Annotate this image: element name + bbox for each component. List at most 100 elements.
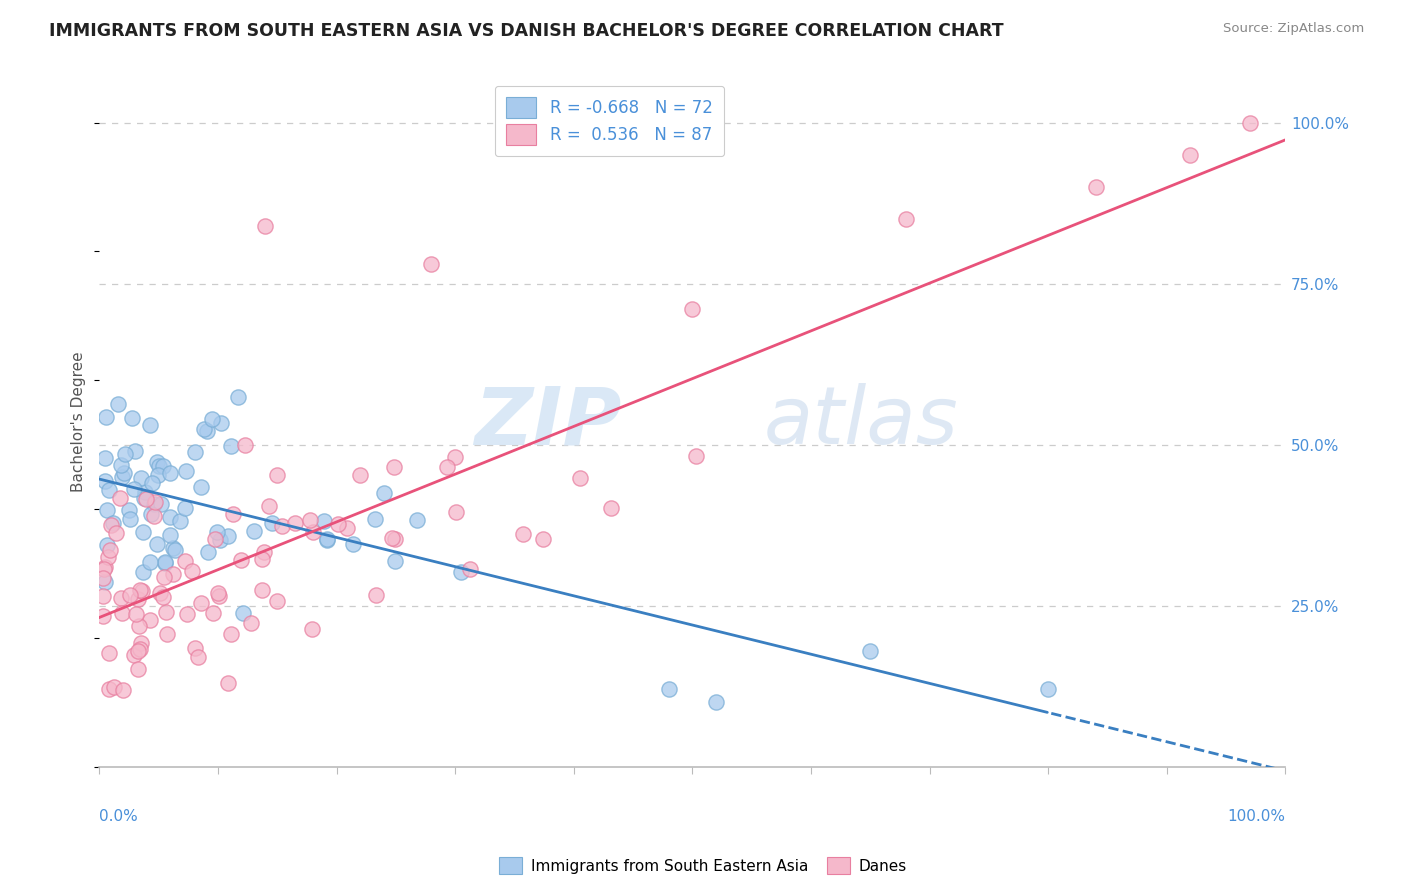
Point bbox=[314, 514, 336, 528]
Point bbox=[96, 538, 118, 552]
Point bbox=[111, 606, 134, 620]
Y-axis label: Bachelor's Degree: Bachelor's Degree bbox=[72, 351, 86, 492]
Point bbox=[120, 512, 142, 526]
Point bbox=[250, 582, 273, 597]
Point bbox=[94, 450, 117, 465]
Point bbox=[155, 556, 177, 570]
Point bbox=[221, 627, 243, 641]
Point bbox=[217, 528, 239, 542]
Point bbox=[98, 542, 121, 557]
Point bbox=[93, 559, 115, 574]
Point bbox=[97, 550, 120, 565]
Point bbox=[284, 516, 307, 530]
Point bbox=[110, 491, 132, 506]
Point bbox=[184, 640, 207, 655]
Point bbox=[91, 589, 114, 603]
Point bbox=[149, 586, 172, 600]
Point bbox=[127, 592, 149, 607]
Point bbox=[124, 444, 146, 458]
Point bbox=[217, 675, 239, 690]
Point bbox=[111, 469, 134, 483]
Point bbox=[384, 554, 406, 568]
Point bbox=[101, 516, 124, 530]
Point bbox=[326, 516, 349, 531]
Point bbox=[208, 533, 231, 547]
Point bbox=[155, 606, 177, 620]
Point bbox=[132, 565, 155, 579]
Point bbox=[420, 257, 443, 271]
Point bbox=[444, 450, 467, 464]
Point bbox=[384, 532, 406, 546]
Point bbox=[193, 422, 215, 436]
Point bbox=[181, 564, 204, 578]
Point bbox=[270, 519, 292, 533]
Point bbox=[159, 528, 181, 542]
Point bbox=[436, 460, 458, 475]
Point bbox=[124, 482, 146, 496]
Point bbox=[266, 593, 288, 607]
Point bbox=[100, 518, 122, 533]
Point bbox=[111, 683, 134, 698]
Point bbox=[131, 524, 153, 539]
Point bbox=[131, 584, 153, 599]
Point bbox=[382, 459, 405, 474]
Point bbox=[163, 543, 186, 558]
Point bbox=[152, 458, 174, 473]
Point bbox=[253, 545, 276, 559]
Point bbox=[174, 554, 197, 568]
Point bbox=[1036, 682, 1059, 697]
Point bbox=[363, 512, 385, 526]
Point bbox=[94, 575, 117, 590]
Point bbox=[201, 412, 224, 426]
Text: 0.0%: 0.0% bbox=[100, 809, 138, 823]
Point bbox=[128, 641, 150, 656]
Point bbox=[266, 468, 288, 483]
Point bbox=[118, 588, 141, 602]
Point bbox=[127, 662, 149, 676]
Point bbox=[162, 566, 184, 581]
Point bbox=[1084, 180, 1107, 194]
Point bbox=[366, 588, 388, 602]
Point bbox=[201, 606, 224, 620]
Point bbox=[139, 614, 162, 628]
Point bbox=[512, 526, 534, 541]
Point bbox=[129, 636, 152, 650]
Point bbox=[159, 510, 181, 524]
Point bbox=[1180, 147, 1202, 161]
Point bbox=[373, 486, 395, 500]
Point bbox=[141, 476, 163, 491]
Point bbox=[139, 555, 162, 569]
Point bbox=[91, 571, 114, 585]
Point bbox=[94, 475, 117, 489]
Legend: R = -0.668   N = 72, R =  0.536   N = 87: R = -0.668 N = 72, R = 0.536 N = 87 bbox=[495, 86, 724, 156]
Point bbox=[103, 681, 125, 695]
Point bbox=[219, 439, 242, 453]
Point bbox=[148, 458, 170, 473]
Point bbox=[184, 445, 207, 459]
Point bbox=[195, 425, 218, 439]
Point bbox=[112, 466, 135, 480]
Point bbox=[1239, 115, 1261, 129]
Point bbox=[254, 219, 277, 233]
Point bbox=[143, 508, 166, 523]
Point bbox=[98, 682, 121, 697]
Point bbox=[156, 626, 179, 640]
Text: ZIP: ZIP bbox=[474, 383, 621, 461]
Point bbox=[342, 537, 364, 551]
Point bbox=[176, 607, 198, 621]
Point bbox=[232, 606, 254, 620]
Point bbox=[125, 607, 148, 622]
Point bbox=[132, 491, 155, 505]
Point bbox=[187, 650, 209, 665]
Point bbox=[169, 515, 191, 529]
Point bbox=[159, 466, 181, 480]
Point bbox=[150, 497, 173, 511]
Point bbox=[91, 609, 114, 624]
Point bbox=[568, 471, 591, 485]
Point bbox=[704, 695, 727, 709]
Point bbox=[302, 524, 325, 539]
Point bbox=[226, 391, 249, 405]
Point bbox=[98, 646, 121, 660]
Point bbox=[458, 562, 481, 576]
Point bbox=[141, 507, 163, 521]
